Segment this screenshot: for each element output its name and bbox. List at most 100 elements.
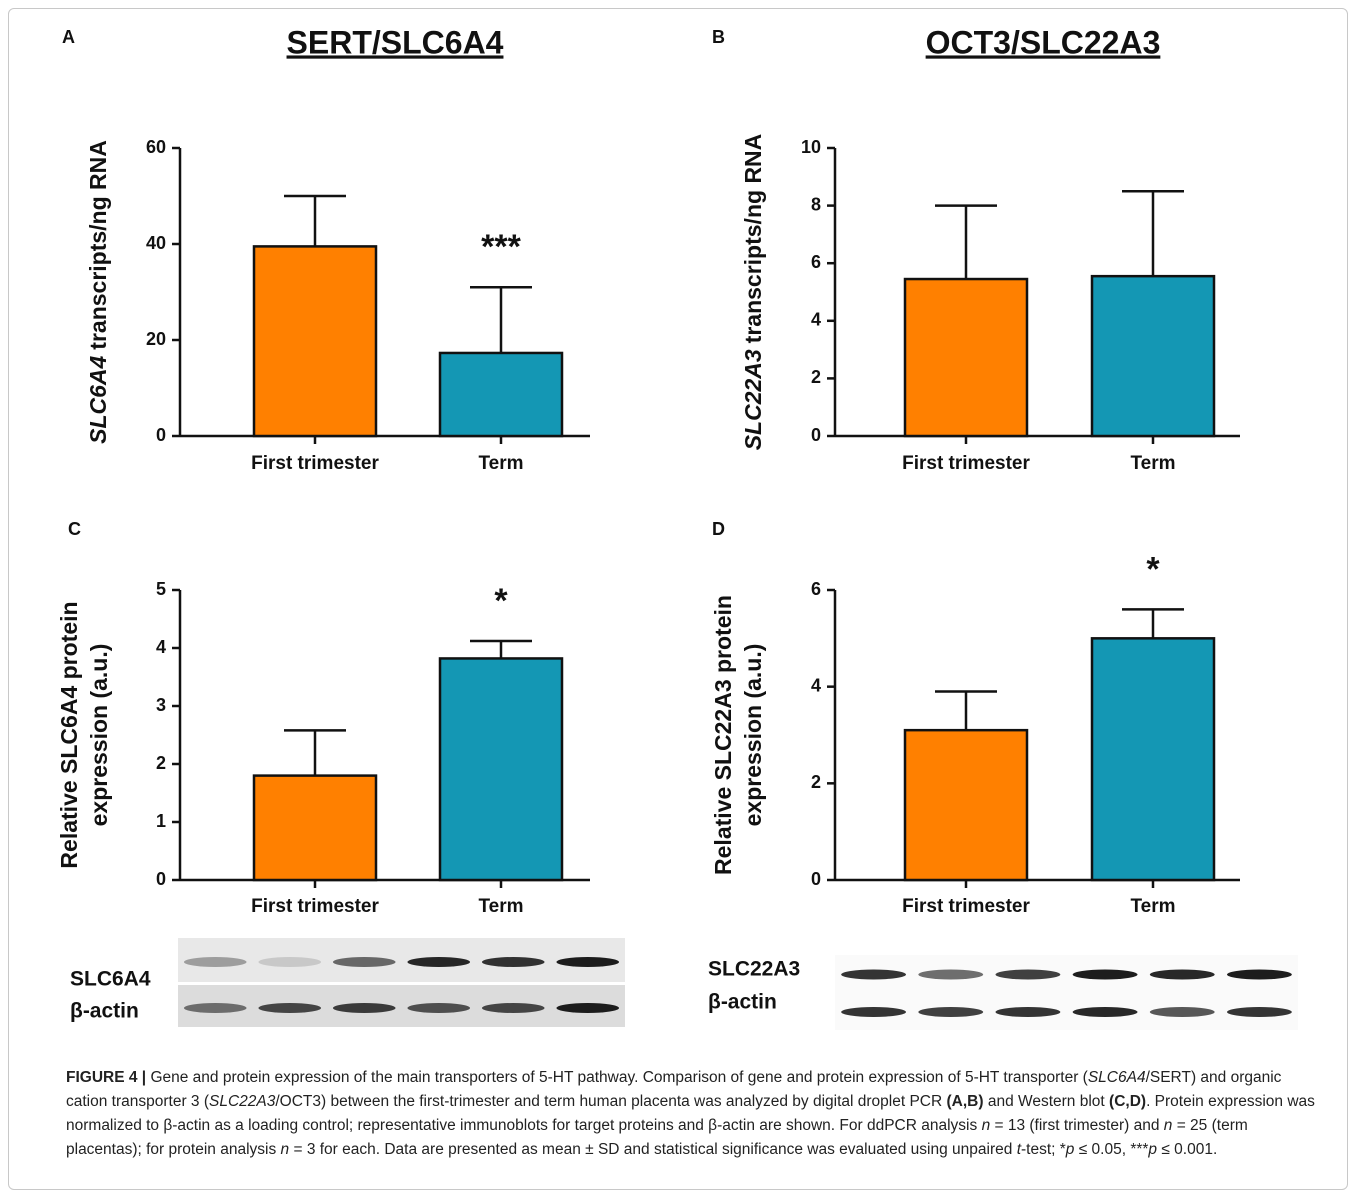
y-tick-label: 4: [811, 675, 821, 695]
caption-run: Gene and protein expression of the main …: [146, 1069, 1088, 1086]
blot-label: SLC6A4: [70, 968, 151, 991]
blot-band: [1150, 970, 1215, 980]
chart-title: SERT/SLC6A4: [287, 24, 504, 60]
caption-run: n: [281, 1141, 290, 1158]
blot-band: [996, 1007, 1061, 1017]
y-axis-label: Relative SLC22A3 protein: [710, 595, 736, 875]
y-tick-label: 5: [156, 579, 166, 599]
x-tick-label: First trimester: [251, 453, 379, 474]
significance-marker: *: [1146, 550, 1160, 588]
blot-band: [556, 957, 619, 967]
blot-label: β-actin: [70, 1000, 139, 1023]
bar: [254, 246, 376, 436]
bar: [1092, 276, 1214, 436]
caption-run: p: [1148, 1141, 1157, 1158]
bar: [905, 279, 1027, 436]
y-tick-label: 8: [811, 194, 821, 214]
y-axis-label: expression (a.u.): [740, 644, 766, 827]
blot-band: [333, 1003, 396, 1013]
caption-run: ≤ 0.001.: [1157, 1141, 1217, 1158]
y-tick-label: 60: [146, 137, 166, 157]
panel-letter: C: [68, 519, 81, 539]
blot-band: [556, 1003, 619, 1013]
blot-band: [407, 957, 470, 967]
caption-run: = 13 (first trimester) and: [990, 1117, 1164, 1134]
y-tick-label: 6: [811, 252, 821, 272]
y-tick-label: 0: [156, 869, 166, 889]
y-tick-label: 2: [156, 753, 166, 773]
y-axis-label-part: transcripts/ng RNA: [85, 140, 111, 350]
y-axis-label-part: SLC22A3: [740, 349, 766, 450]
caption-run: FIGURE 4 |: [66, 1069, 146, 1086]
x-tick-label: Term: [478, 896, 523, 917]
x-tick-label: First trimester: [251, 896, 379, 917]
blot-strip: [835, 990, 1298, 1030]
blot-band: [258, 957, 321, 967]
blot-band: [258, 1003, 321, 1013]
bar: [440, 353, 562, 436]
y-axis-label: SLC6A4 transcripts/ng RNA: [85, 140, 111, 444]
bar: [440, 658, 562, 880]
y-tick-label: 0: [156, 425, 166, 445]
caption-run: SLC6A4: [1088, 1069, 1146, 1086]
y-tick-label: 0: [811, 869, 821, 889]
blot-band: [1227, 970, 1292, 980]
blot-band: [996, 970, 1061, 980]
blot-band: [1150, 1007, 1215, 1017]
y-tick-label: 10: [801, 137, 821, 157]
x-tick-label: Term: [1130, 896, 1175, 917]
caption-run: SLC22A3: [209, 1093, 275, 1110]
caption-run: /OCT3) between the first-trimester and t…: [275, 1093, 946, 1110]
y-tick-label: 0: [811, 425, 821, 445]
y-axis-label: SLC22A3 transcripts/ng RNA: [740, 134, 766, 451]
x-tick-label: Term: [1130, 453, 1175, 474]
panel-letter: A: [62, 27, 75, 47]
blot-band: [482, 1003, 545, 1013]
panel-letter: B: [712, 27, 725, 47]
bar: [1092, 638, 1214, 880]
blot-strip: [178, 985, 625, 1027]
caption-run: ≤ 0.05, ***: [1074, 1141, 1148, 1158]
bar: [905, 730, 1027, 880]
chart-title: OCT3/SLC22A3: [926, 24, 1161, 60]
blot-band: [918, 1007, 983, 1017]
bar: [254, 776, 376, 880]
blot-band: [333, 957, 396, 967]
y-tick-label: 20: [146, 329, 166, 349]
caption-run: = 3 for each. Data are presented as mean…: [289, 1141, 1017, 1158]
y-tick-label: 40: [146, 233, 166, 253]
blot-label: SLC22A3: [708, 958, 800, 981]
blot-band: [482, 957, 545, 967]
y-tick-label: 4: [156, 637, 166, 657]
caption-run: n: [982, 1117, 991, 1134]
x-tick-label: Term: [478, 453, 523, 474]
y-tick-label: 1: [156, 811, 166, 831]
significance-marker: ***: [481, 228, 521, 266]
y-axis-label: expression (a.u.): [86, 644, 112, 827]
blot-band: [841, 1007, 906, 1017]
x-tick-label: First trimester: [902, 896, 1030, 917]
blot-strip: [835, 955, 1298, 990]
y-tick-label: 2: [811, 367, 821, 387]
panel-letter: D: [712, 519, 725, 539]
y-axis-label: Relative SLC6A4 protein: [56, 601, 82, 868]
blot-band: [1073, 1007, 1138, 1017]
blot-label: β-actin: [708, 991, 777, 1014]
blot-band: [841, 970, 906, 980]
blot-band: [1073, 970, 1138, 980]
caption-run: (C,D): [1109, 1093, 1146, 1110]
caption: FIGURE 4 | Gene and protein expression o…: [66, 1066, 1316, 1162]
y-tick-label: 2: [811, 772, 821, 792]
blot-band: [184, 957, 247, 967]
blot-band: [407, 1003, 470, 1013]
y-tick-label: 4: [811, 310, 821, 330]
y-axis-label-part: SLC6A4: [85, 355, 111, 443]
caption-run: -test; *: [1021, 1141, 1066, 1158]
caption-run: and Western blot: [984, 1093, 1110, 1110]
y-axis-label-part: transcripts/ng RNA: [740, 134, 766, 344]
blot-strip: [178, 938, 625, 982]
y-tick-label: 3: [156, 695, 166, 715]
caption-run: (A,B): [946, 1093, 983, 1110]
significance-marker: *: [494, 582, 508, 620]
